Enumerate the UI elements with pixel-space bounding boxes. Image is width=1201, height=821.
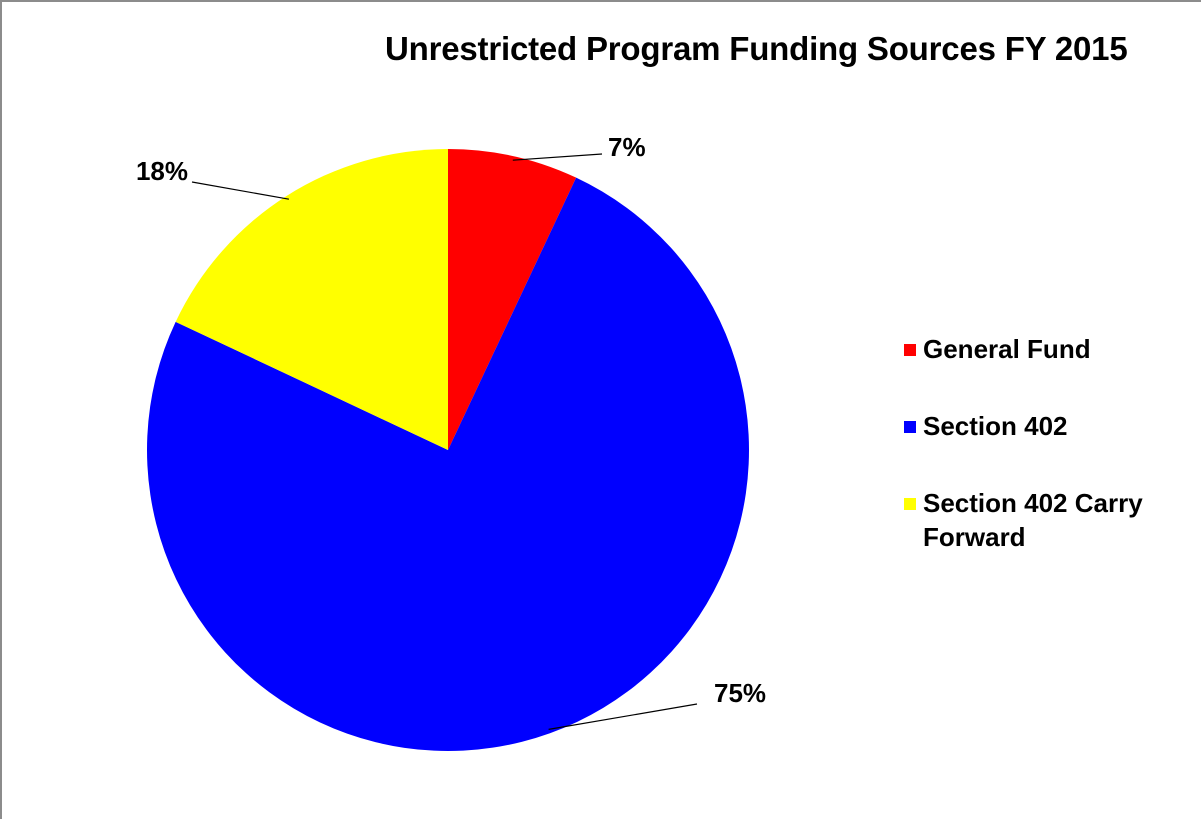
pie-slice-section-402 — [147, 177, 750, 752]
pie-slice-section-402-carry-forward — [175, 149, 448, 450]
leader-line-general-fund — [512, 153, 603, 161]
data-label-section-402-carry-forward: 18% — [136, 156, 188, 186]
legend-swatch-section-402 — [904, 421, 916, 433]
legend-label-section-402: Section 402 — [923, 411, 1068, 441]
data-label-section-402: 75% — [714, 678, 766, 708]
pie-slice-general-fund — [448, 149, 577, 450]
legend-item-general-fund: General Fund — [904, 332, 1201, 366]
legend-label-general-fund: General Fund — [923, 334, 1091, 364]
legend-swatch-section-402-carry-forward — [904, 498, 916, 510]
leader-line-section-402 — [548, 703, 698, 730]
data-label-general-fund: 7% — [608, 132, 646, 162]
legend-item-section-402: Section 402 — [904, 409, 1201, 443]
legend-swatch-general-fund — [904, 344, 916, 356]
legend-item-section-402-carry-forward: Section 402 Carry Forward — [904, 486, 1201, 554]
legend-label-section-402-carry-forward: Section 402 Carry Forward — [923, 488, 1143, 552]
leader-line-section-402-carry-forward — [191, 181, 290, 200]
chart-title: Unrestricted Program Funding Sources FY … — [385, 30, 1128, 67]
legend: General Fund Section 402 Section 402 Car… — [904, 332, 1201, 597]
